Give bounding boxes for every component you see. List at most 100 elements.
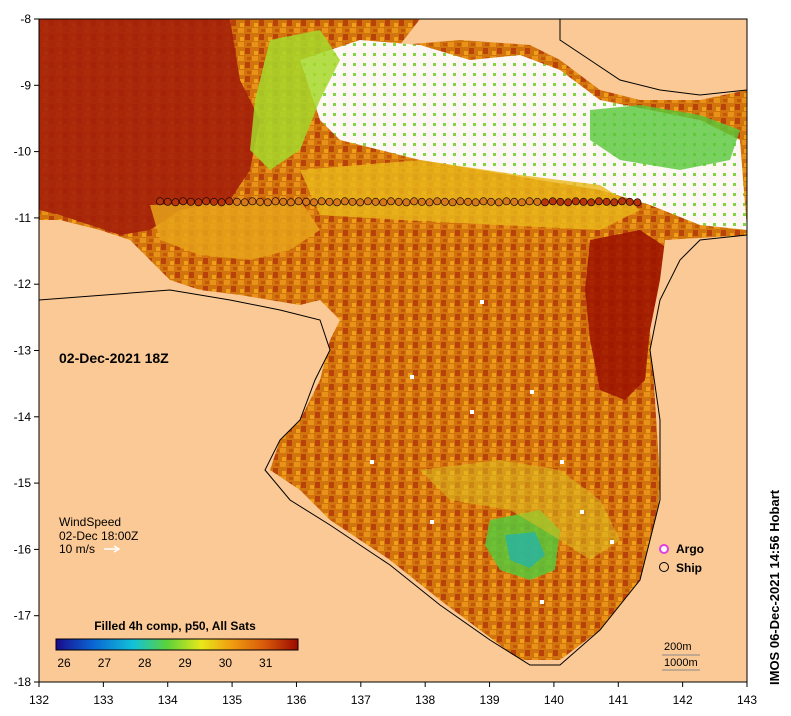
ship-track-point (494, 198, 503, 207)
ship-track-point (471, 198, 480, 207)
ship-track-point (448, 198, 457, 207)
ship-track-point (340, 197, 349, 206)
lat-tick-label: -10 (14, 145, 32, 159)
coastline-north (559, 19, 747, 96)
coastline (39, 234, 747, 666)
arnhem-land (39, 290, 560, 682)
legend-ship-label: Ship (676, 561, 702, 575)
legend-argo-label: Argo (676, 542, 704, 556)
lat-tick-label: -18 (14, 675, 32, 689)
ship-track-point (379, 198, 388, 207)
ship-track-point (440, 197, 449, 206)
ship-track-point (179, 197, 187, 206)
ship-track-point (533, 197, 542, 206)
ship-track-point (233, 197, 241, 206)
green-patch-east (590, 105, 740, 170)
lon-tick-label: 140 (544, 693, 564, 707)
ship-track-point (333, 198, 341, 207)
lat-tick-label: -9 (20, 78, 31, 92)
ship-track-point (317, 197, 326, 206)
ship-track-point (225, 197, 234, 206)
ship-track-point (410, 197, 418, 206)
ship-track-point (209, 197, 218, 206)
longitude-axis: 132 133 134 135 136 137 138 139 140 141 142 143 (29, 682, 757, 707)
lat-tick-label: -17 (14, 609, 32, 623)
lon-tick-label: 142 (673, 693, 693, 707)
lat-tick-label: -16 (14, 542, 32, 556)
ship-track-point (394, 197, 403, 206)
ship-track-point (602, 197, 611, 206)
ship-track-point (325, 197, 334, 206)
missing-pixels (370, 300, 614, 604)
credit-text: IMOS 06-Dec-2021 14:56 Hobart (767, 489, 782, 685)
ship-track-point (194, 198, 203, 207)
colorbar-ticks: 26 27 28 29 30 31 (57, 656, 272, 670)
colorbar-tick-label: 31 (259, 656, 273, 670)
lat-tick-label: -11 (15, 211, 32, 225)
ship-track-point (310, 198, 318, 207)
wind-scale-label: 10 m/s (59, 542, 95, 556)
yellow-patch-south (420, 460, 620, 560)
cyan-patch-south (505, 532, 545, 568)
ship-track-point (625, 197, 634, 206)
lon-tick-label: 134 (158, 693, 178, 707)
lon-tick-label: 141 (608, 693, 628, 707)
ship-track-point (171, 198, 180, 207)
ship-track-point (595, 197, 603, 206)
lon-tick-label: 138 (415, 693, 435, 707)
ship-track-point (433, 197, 442, 206)
colorbar: Filled 4h comp, p50, All Sats 26 27 28 29 30… (55, 619, 299, 670)
lat-tick-label: -13 (14, 344, 32, 358)
colorbar-gradient (55, 638, 299, 651)
ship-track-point (610, 198, 619, 207)
ship-track-point (571, 197, 580, 206)
colorbar-tick-label: 26 (57, 656, 71, 670)
ship-track-point (518, 198, 526, 207)
wind-title: WindSpeed (59, 515, 121, 529)
ship-track-point (348, 197, 357, 206)
ship-track-point (510, 197, 519, 206)
ship-track-point (248, 197, 257, 206)
ship-track-point (156, 197, 164, 206)
yellow-band (300, 160, 640, 230)
ship-marker-icon (659, 562, 669, 572)
colorbar-title: Filled 4h comp, p50, All Sats (94, 619, 256, 633)
ship-track-point (464, 197, 472, 206)
lat-tick-label: -8 (20, 12, 31, 26)
colorbar-tick-label: 30 (219, 656, 233, 670)
depth-1000m-label: 1000m (664, 657, 698, 669)
lon-tick-label: 132 (29, 693, 49, 707)
legend: Argo Ship (659, 542, 704, 575)
ship-track-point (279, 197, 288, 206)
ship-track-point (202, 197, 211, 206)
depth-200m-label: 200m (664, 641, 692, 653)
lon-tick-label: 135 (222, 693, 242, 707)
ship-track-point (587, 198, 596, 207)
ship-track-point (579, 197, 588, 206)
depth-contour-legend: 200m 1000m (662, 641, 700, 671)
ship-track-point (487, 197, 495, 206)
ship-track-point (294, 197, 303, 206)
colorbar-tick-label: 27 (98, 656, 112, 670)
colorbar-tick-label: 28 (138, 656, 152, 670)
map-date-label: 02-Dec-2021 18Z (59, 350, 169, 366)
ship-track-point (618, 197, 626, 206)
lat-tick-label: -12 (14, 277, 32, 291)
ship-track-point (217, 198, 226, 207)
colorbar-tick-label: 29 (178, 656, 192, 670)
ship-track-point (240, 198, 249, 207)
wind-arrow-icon (104, 545, 121, 553)
ship-track-point (302, 197, 311, 206)
eastern-hot-strip (585, 230, 670, 400)
ship-track-point (525, 197, 534, 206)
ship-track-point (256, 197, 264, 206)
ship-track-point (286, 198, 295, 207)
ship-track-point (456, 197, 465, 206)
map-plot-area (39, 19, 747, 682)
cloud-cover (300, 40, 747, 230)
western-hot-region (39, 19, 260, 235)
green-patch-north (250, 30, 340, 170)
cape-york-east-land (600, 235, 747, 682)
latitude-axis: -8 -9 -10 -11 -12 -13 -14 -15 -16 -17 -18 (14, 12, 39, 689)
